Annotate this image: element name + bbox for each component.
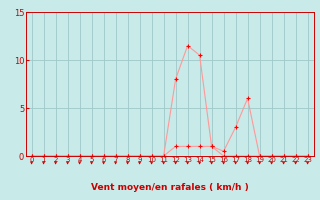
X-axis label: Vent moyen/en rafales ( km/h ): Vent moyen/en rafales ( km/h )	[91, 183, 248, 192]
